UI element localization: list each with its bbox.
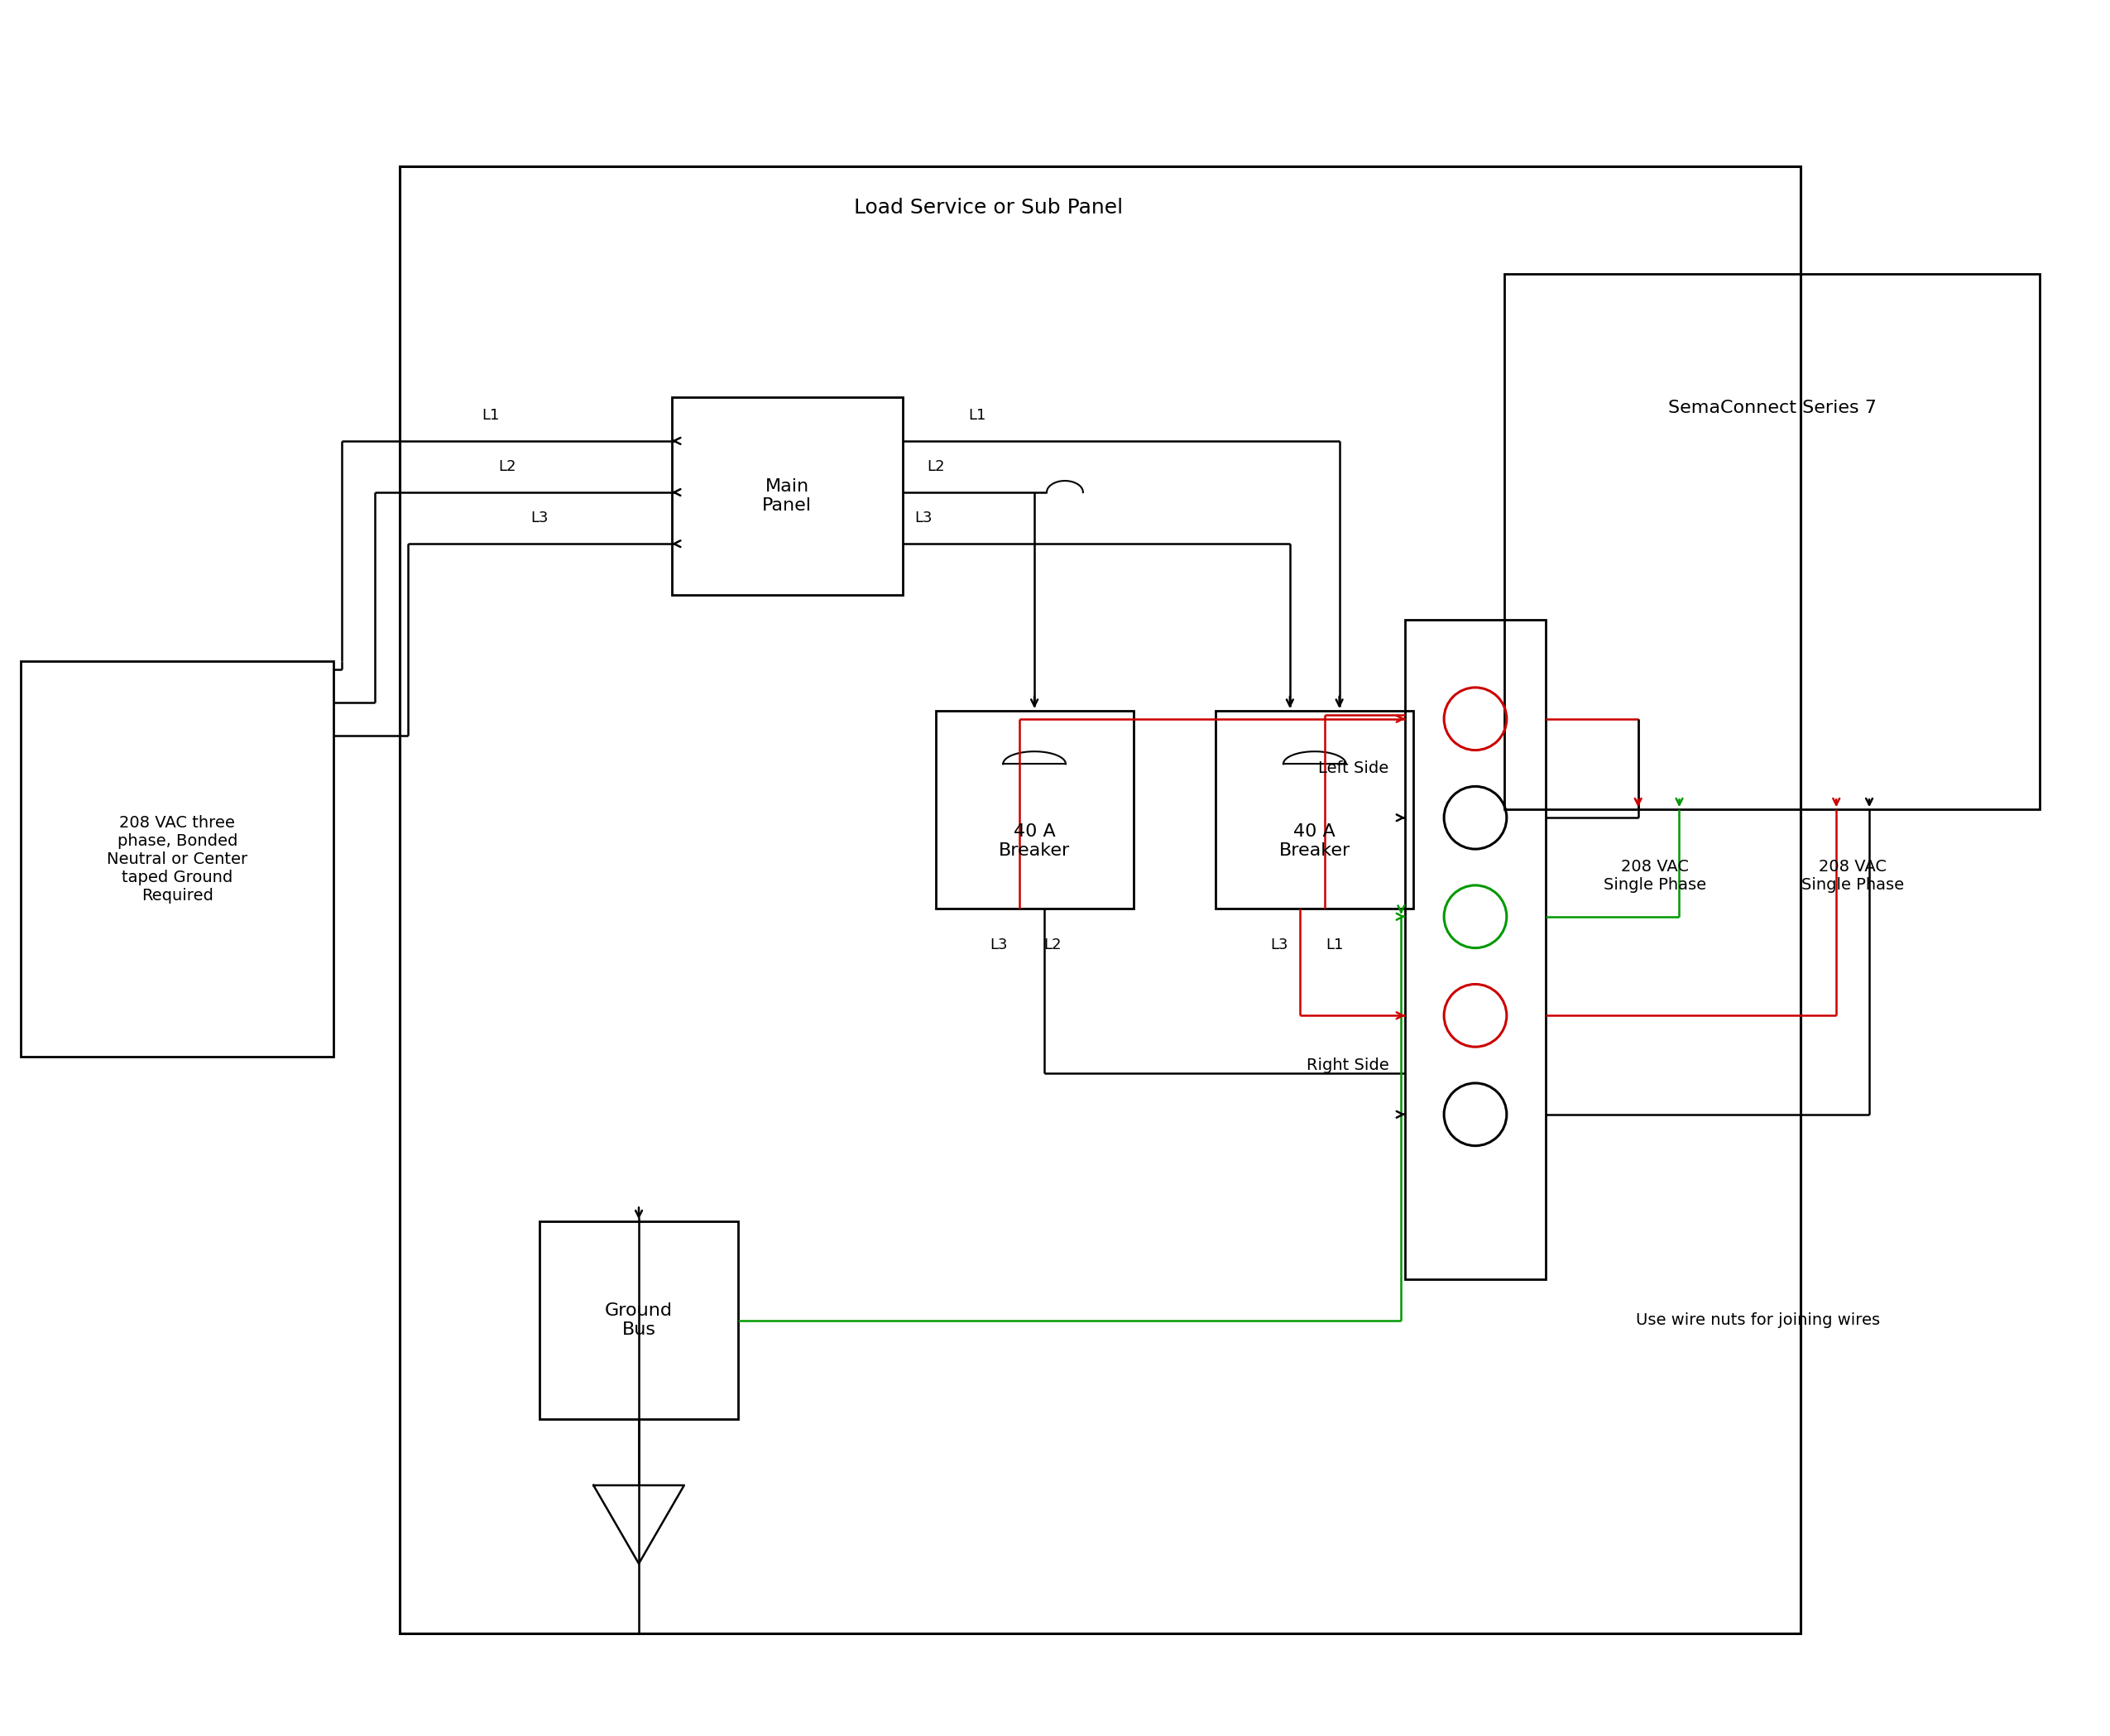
Bar: [21, 661, 333, 1057]
Text: Right Side: Right Side: [1306, 1057, 1388, 1073]
Bar: [399, 167, 1800, 1634]
Text: L2: L2: [926, 460, 945, 474]
Text: L2: L2: [498, 460, 515, 474]
Bar: [935, 710, 1133, 908]
Text: L3: L3: [990, 937, 1009, 951]
Text: L1: L1: [968, 408, 985, 424]
Text: L2: L2: [1044, 937, 1061, 951]
Text: 208 VAC three
phase, Bonded
Neutral or Center
taped Ground
Required: 208 VAC three phase, Bonded Neutral or C…: [108, 814, 247, 903]
Text: Main
Panel: Main Panel: [762, 479, 812, 514]
Text: Left Side: Left Side: [1319, 760, 1388, 776]
Text: Ground
Bus: Ground Bus: [606, 1302, 673, 1338]
Text: 40 A
Breaker: 40 A Breaker: [1279, 823, 1350, 859]
Text: L3: L3: [1270, 937, 1287, 951]
Bar: [540, 1222, 738, 1420]
Text: SemaConnect Series 7: SemaConnect Series 7: [1667, 399, 1876, 417]
Text: Load Service or Sub Panel: Load Service or Sub Panel: [855, 198, 1123, 217]
Text: 40 A
Breaker: 40 A Breaker: [998, 823, 1070, 859]
Bar: [1215, 710, 1414, 908]
Text: L3: L3: [916, 510, 933, 526]
Text: L1: L1: [481, 408, 500, 424]
Bar: [1405, 620, 1545, 1279]
Text: 208 VAC
Single Phase: 208 VAC Single Phase: [1802, 859, 1903, 892]
Text: L3: L3: [532, 510, 549, 526]
Text: 208 VAC
Single Phase: 208 VAC Single Phase: [1604, 859, 1705, 892]
Text: Use wire nuts for joining wires: Use wire nuts for joining wires: [1635, 1312, 1880, 1328]
Bar: [671, 398, 903, 595]
Text: L1: L1: [1325, 937, 1344, 951]
Bar: [1504, 274, 2040, 809]
